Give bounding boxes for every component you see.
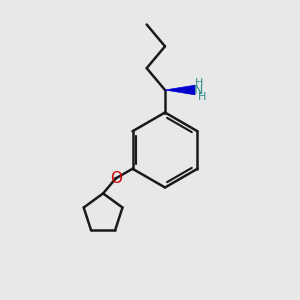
- Text: H: H: [197, 92, 206, 102]
- Text: O: O: [110, 171, 122, 186]
- Text: H: H: [194, 78, 203, 88]
- Polygon shape: [165, 85, 195, 95]
- Text: N: N: [194, 83, 203, 97]
